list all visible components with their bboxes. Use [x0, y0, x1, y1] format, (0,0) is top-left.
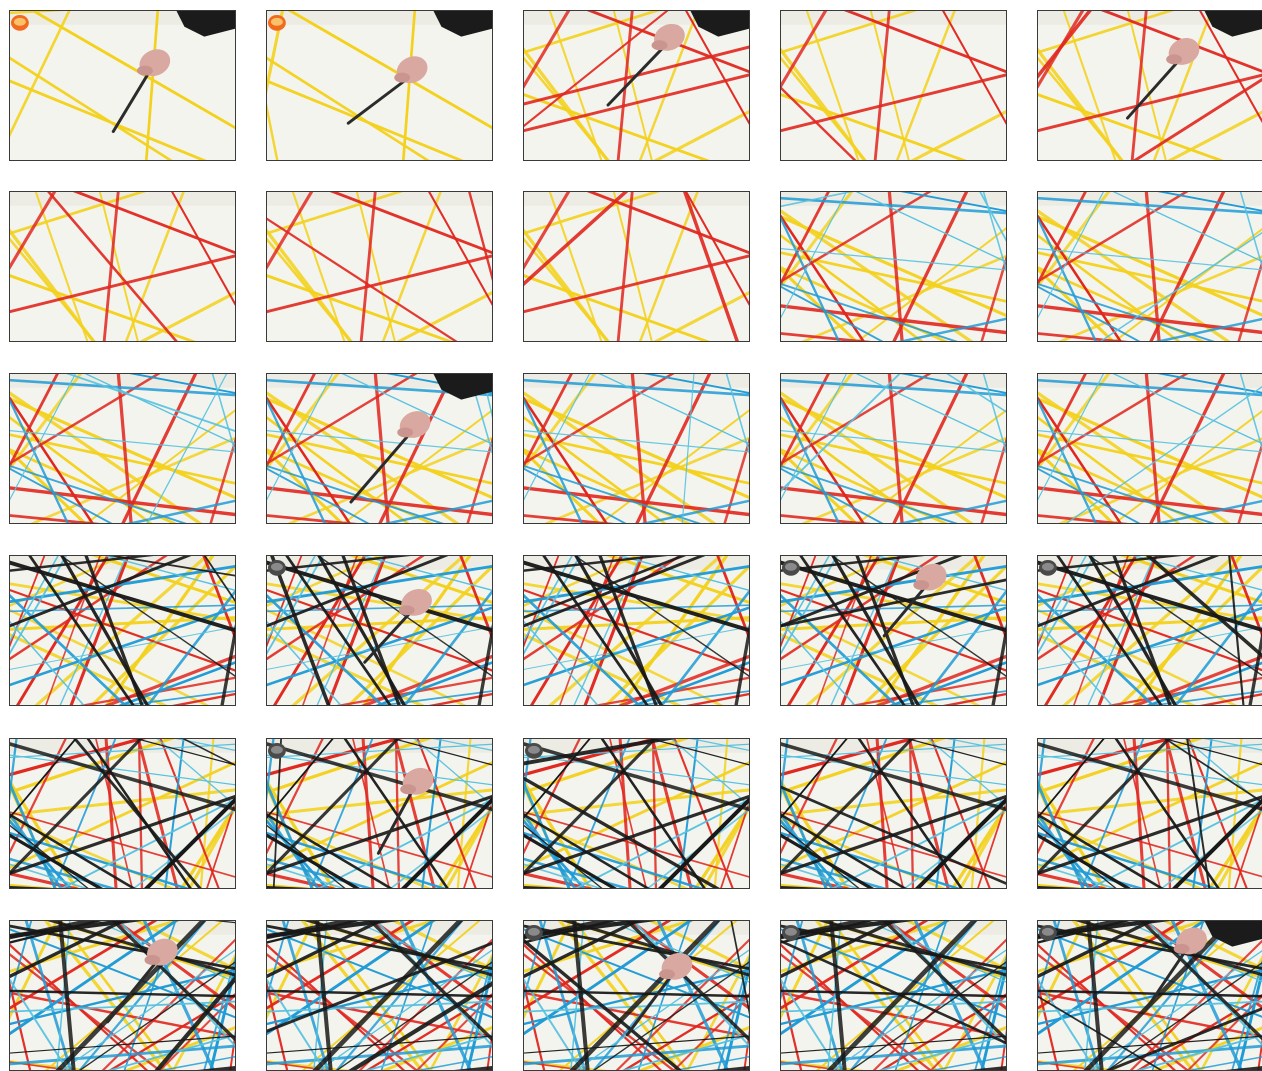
painting-photo	[267, 556, 492, 705]
painting-photo	[781, 739, 1006, 888]
painting-photo	[267, 921, 492, 1070]
painting-photo	[781, 11, 1006, 160]
painting-photo	[781, 192, 1006, 341]
painting-frame	[523, 10, 750, 161]
painting-photo	[524, 374, 749, 523]
hand-fingers	[397, 427, 413, 437]
painting-frame	[266, 10, 493, 161]
hand-fingers	[913, 580, 929, 590]
painting-photo	[524, 11, 749, 160]
painting-frame	[780, 10, 1007, 161]
painting-frame	[1037, 555, 1262, 706]
painting-photo	[10, 556, 235, 705]
painting-frame	[266, 920, 493, 1071]
painting-frame	[523, 555, 750, 706]
paint-pot-rim	[271, 18, 283, 26]
paint-pot-rim	[785, 928, 797, 936]
painting-frame	[780, 373, 1007, 524]
paint-pot-rim	[528, 746, 540, 754]
painting-photo	[267, 192, 492, 341]
painting-frame	[1037, 738, 1262, 889]
painting-photo	[524, 192, 749, 341]
painting-frame	[780, 191, 1007, 342]
paint-pot-rim	[785, 563, 797, 571]
painting-frame	[266, 373, 493, 524]
painting-frame	[1037, 191, 1262, 342]
painting-frame	[9, 191, 236, 342]
hand-fingers	[659, 969, 675, 979]
painting-photo	[1038, 374, 1262, 523]
paint-pot-rim	[271, 746, 283, 754]
painting-frame	[9, 920, 236, 1071]
painting-photo	[1038, 556, 1262, 705]
paint-pot-rim	[14, 18, 26, 26]
hand-fingers	[1174, 944, 1190, 954]
painting-frame	[9, 738, 236, 889]
painting-photo	[10, 192, 235, 341]
painting-photo	[781, 921, 1006, 1070]
painting-frame	[523, 373, 750, 524]
painting-frame	[523, 191, 750, 342]
painting-frame	[266, 191, 493, 342]
painting-frame	[1037, 10, 1262, 161]
painting-frame	[523, 738, 750, 889]
painting-photo	[1038, 921, 1262, 1070]
paint-pot-rim	[271, 563, 283, 571]
painting-photo	[10, 739, 235, 888]
painting-photo	[267, 374, 492, 523]
painting-photo	[781, 374, 1006, 523]
painting-photo	[1038, 11, 1262, 160]
painting-frame	[780, 555, 1007, 706]
painting-photo	[267, 739, 492, 888]
hand-fingers	[399, 605, 415, 615]
hand-fingers	[137, 66, 153, 76]
painting-frame	[1037, 373, 1262, 524]
painting-photo	[10, 921, 235, 1070]
painting-frame	[9, 10, 236, 161]
paint-pot-rim	[528, 928, 540, 936]
paint-pot-rim	[1042, 563, 1054, 571]
painting-photo	[1038, 739, 1262, 888]
painting-frame	[266, 738, 493, 889]
hand-fingers	[400, 784, 416, 794]
painting-frame	[780, 738, 1007, 889]
painting-photo	[781, 556, 1006, 705]
painting-photo	[524, 556, 749, 705]
painting-photo	[267, 11, 492, 160]
hand-fingers	[145, 955, 161, 965]
painting-photo	[1038, 192, 1262, 341]
painting-photo	[524, 921, 749, 1070]
paint-pot-rim	[1042, 928, 1054, 936]
painting-frame	[523, 920, 750, 1071]
hand-fingers	[394, 73, 410, 83]
painting-photo	[524, 739, 749, 888]
painting-frame	[780, 920, 1007, 1071]
painting-frame	[266, 555, 493, 706]
painting-frame	[9, 555, 236, 706]
painting-frame	[9, 373, 236, 524]
painting-photo	[10, 374, 235, 523]
hand-fingers	[652, 40, 668, 50]
painting-frame	[1037, 920, 1262, 1071]
hand-fingers	[1166, 54, 1182, 64]
painting-photo	[10, 11, 235, 160]
